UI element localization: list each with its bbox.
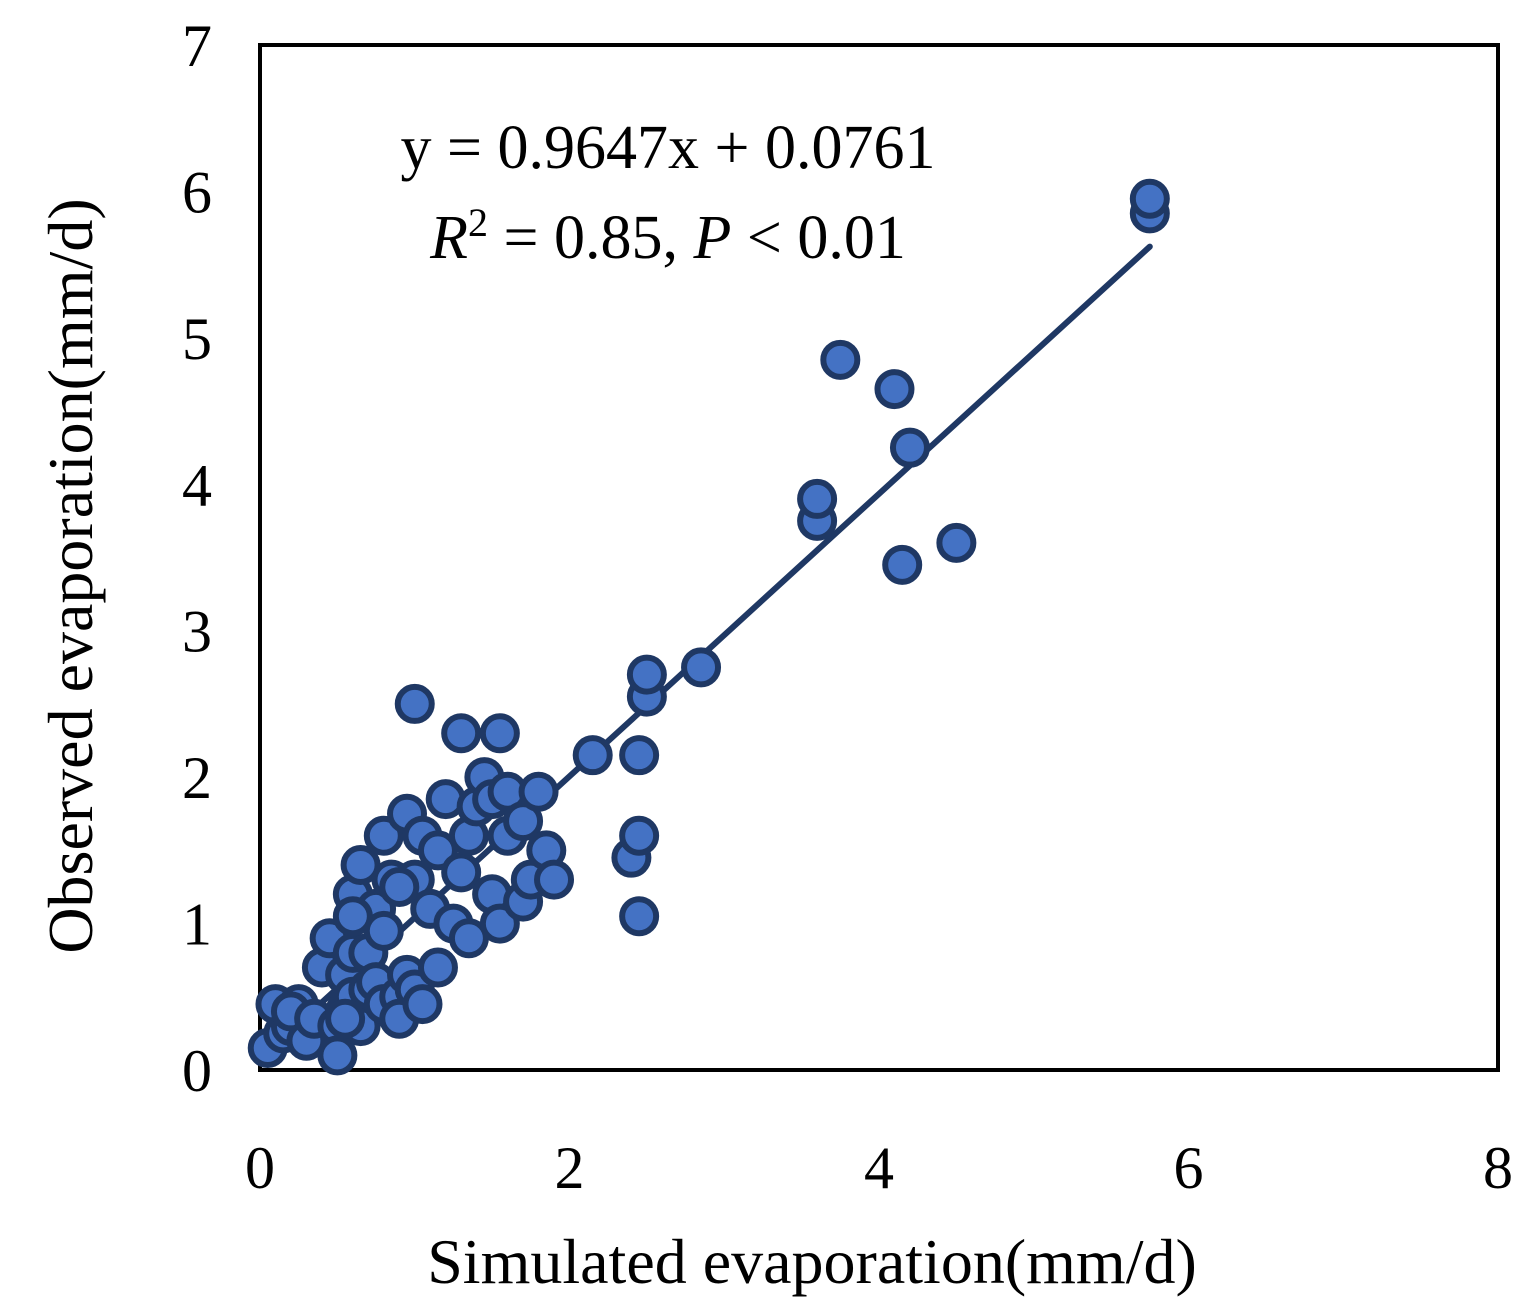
x-tick-label-0: 0: [245, 1135, 275, 1201]
data-point: [379, 866, 420, 907]
x-tick-label-2: 4: [864, 1135, 894, 1201]
x-tick-label-4: 8: [1483, 1135, 1513, 1201]
data-point: [936, 522, 977, 563]
x-tick-label-3: 6: [1174, 1135, 1204, 1201]
x-tick-labels: 0 2 4 6 8: [245, 1135, 1513, 1201]
y-tick-label-6: 6: [182, 159, 212, 225]
x-axis-title: Simulated evaporation(mm/d): [427, 1226, 1197, 1297]
data-point: [619, 735, 660, 776]
data-point: [441, 713, 482, 754]
data-point: [518, 771, 559, 812]
y-tick-label-0: 0: [182, 1038, 212, 1104]
p-symbol: P: [693, 204, 732, 272]
data-point: [317, 1035, 358, 1076]
data-point: [394, 683, 435, 724]
r-exponent: 2: [468, 200, 488, 245]
data-point: [340, 845, 381, 885]
y-axis-title: Observed evaporation(mm/d): [35, 198, 106, 953]
data-point: [417, 947, 458, 988]
x-tick-label-1: 2: [555, 1135, 585, 1201]
data-point: [402, 984, 443, 1025]
data-point: [882, 544, 923, 585]
r-symbol: R: [429, 204, 468, 272]
data-point: [441, 852, 482, 893]
data-point: [332, 896, 373, 937]
data-point: [681, 647, 722, 688]
data-point: [479, 713, 520, 754]
data-point: [889, 427, 930, 468]
data-point: [1129, 178, 1170, 219]
data-point: [797, 478, 838, 519]
r-squared-p-value: R2 = 0.85, P < 0.01: [429, 200, 906, 272]
data-point: [363, 910, 404, 951]
data-point: [820, 339, 861, 380]
y-tick-label-1: 1: [182, 892, 212, 958]
p-value: < 0.01: [731, 204, 905, 272]
y-tick-label-7: 7: [182, 13, 212, 79]
y-tick-label-4: 4: [182, 452, 212, 518]
r-value: = 0.85,: [488, 204, 693, 272]
regression-equation: y = 0.9647x + 0.0761: [401, 114, 936, 182]
plot-area-frame: [258, 43, 1500, 1072]
data-point: [619, 815, 660, 856]
y-tick-label-2: 2: [182, 745, 212, 811]
data-point: [534, 859, 575, 900]
data-point: [572, 735, 613, 776]
y-tick-labels: 0 1 2 3 4 5 6 7: [182, 13, 212, 1104]
y-tick-label-3: 3: [182, 599, 212, 665]
data-point: [325, 998, 366, 1039]
data-point: [874, 369, 915, 410]
data-point: [448, 918, 489, 959]
points-layer: [247, 178, 1170, 1076]
y-tick-label-5: 5: [182, 306, 212, 372]
data-point: [626, 654, 667, 695]
data-point: [619, 896, 660, 937]
